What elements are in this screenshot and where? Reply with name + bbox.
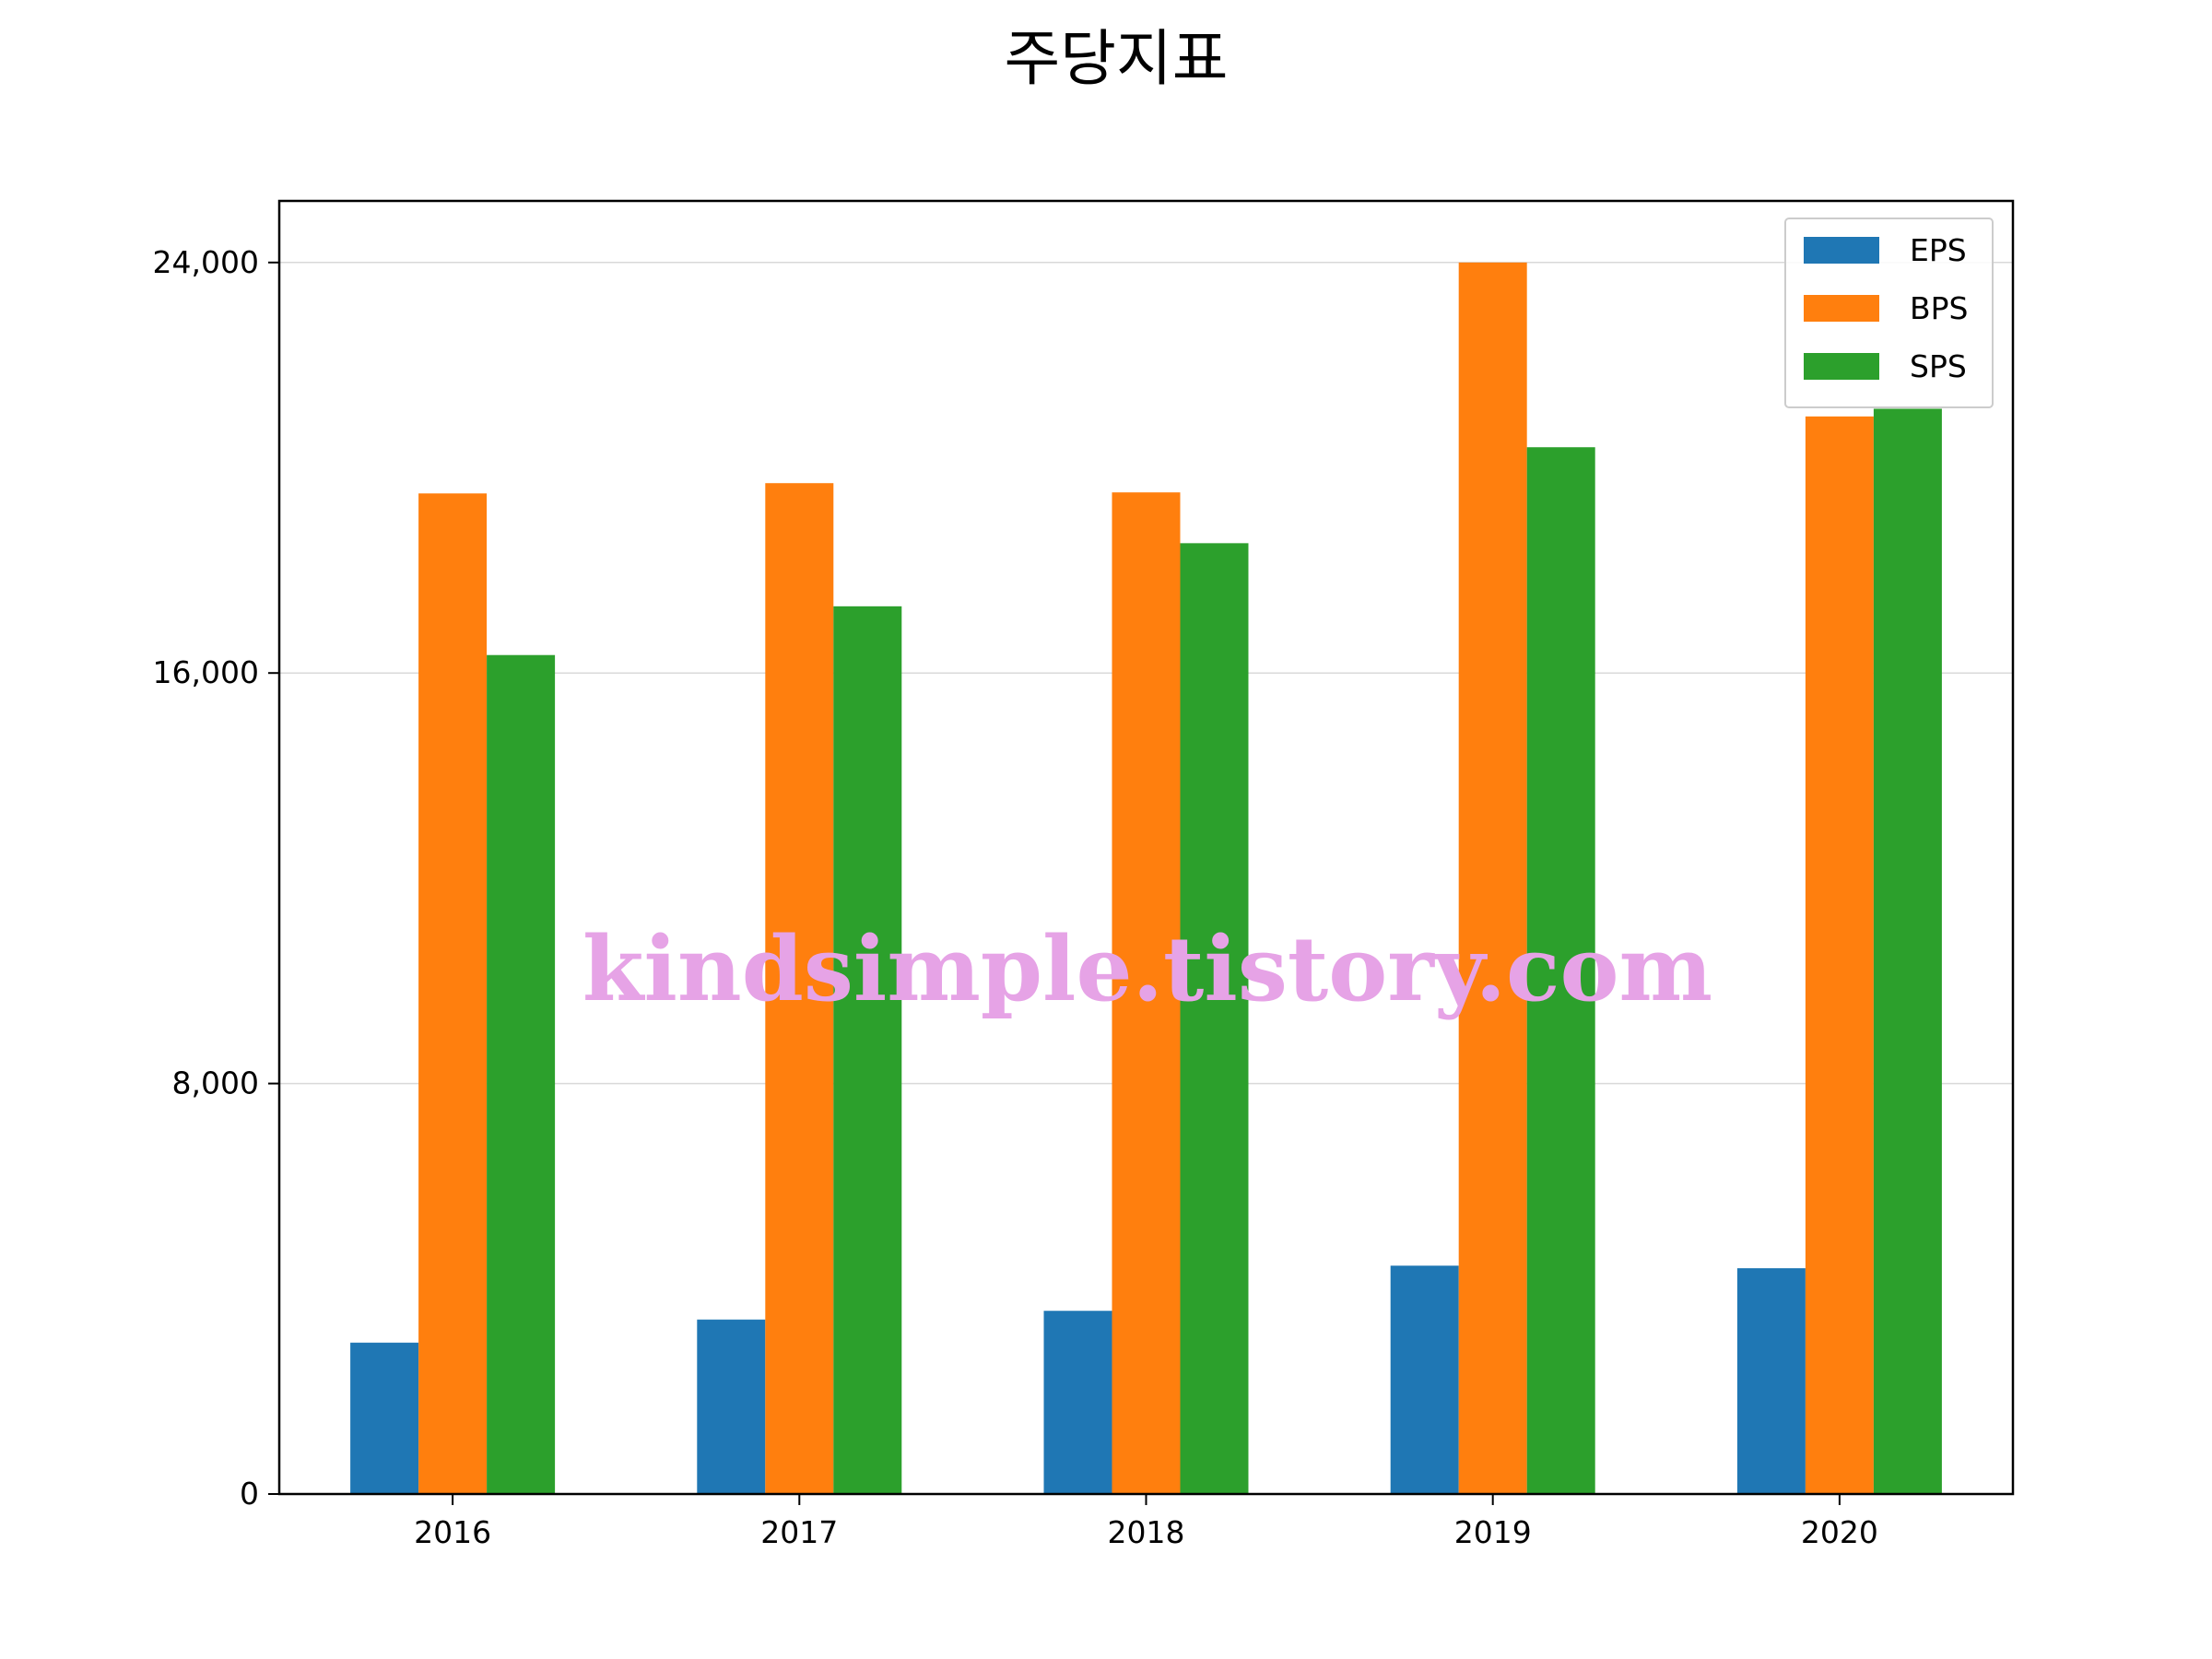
bar-bps-2017	[765, 483, 834, 1494]
bars	[350, 262, 1942, 1495]
bar-bps-2020	[1805, 416, 1874, 1494]
legend-label-bps: BPS	[1910, 290, 1969, 326]
legend: EPS BPS SPS	[1784, 218, 1994, 408]
bar-eps-2020	[1736, 1268, 1806, 1494]
bar-sps-2020	[1873, 408, 1942, 1494]
y-tick-label: 16,000	[153, 654, 259, 690]
y-tick-label: 24,000	[153, 244, 259, 280]
x-tick-label: 2019	[1454, 1514, 1532, 1550]
y-tick-label: 8,000	[172, 1065, 259, 1101]
bar-sps-2019	[1526, 447, 1595, 1495]
bar-bps-2019	[1458, 262, 1527, 1494]
legend-label-sps: SPS	[1910, 348, 1967, 384]
bar-sps-2017	[833, 606, 902, 1494]
x-tick-label: 2016	[414, 1514, 491, 1550]
x-tick-label: 2020	[1801, 1514, 1878, 1550]
bar-eps-2016	[350, 1342, 419, 1494]
legend-swatch-eps	[1804, 237, 1879, 264]
y-tick-label: 0	[240, 1476, 259, 1512]
bar-sps-2018	[1180, 543, 1249, 1494]
chart-title: 주당지표	[1005, 23, 1229, 94]
x-tick-label: 2017	[760, 1514, 838, 1550]
bar-bps-2018	[1112, 492, 1181, 1495]
bar-bps-2016	[418, 493, 488, 1494]
legend-swatch-sps	[1804, 353, 1879, 380]
watermark-text: kindsimple.tistory.com	[582, 917, 1712, 1021]
legend-label-eps: EPS	[1910, 232, 1967, 268]
axes: 0 8,000 16,000 24,000 2016 2017 2018 2019 2020	[153, 244, 1878, 1550]
legend-swatch-bps	[1804, 295, 1879, 322]
bar-eps-2018	[1043, 1311, 1112, 1494]
bar-eps-2019	[1390, 1265, 1459, 1494]
x-tick-label: 2018	[1108, 1514, 1185, 1550]
bar-eps-2017	[697, 1319, 766, 1494]
bar-sps-2016	[487, 654, 556, 1494]
